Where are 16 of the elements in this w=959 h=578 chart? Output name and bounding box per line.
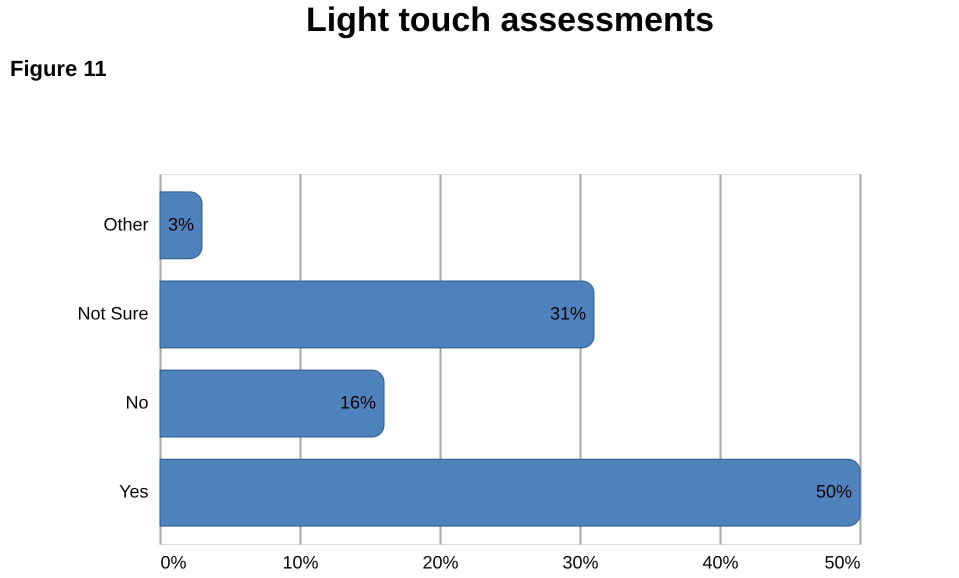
data-label: 50% [816,482,852,502]
x-tick-label: 0% [160,552,187,572]
data-label: 3% [168,214,194,234]
x-tick-label: 10% [282,552,319,572]
y-tick-label: Yes [119,482,148,502]
x-tick-label: 30% [562,552,599,572]
y-tick-label: No [125,392,148,413]
x-tick-label: 20% [422,552,459,572]
data-label: 31% [550,303,586,324]
data-label: 16% [340,392,376,413]
x-tick-label: 50% [824,552,860,572]
x-tick-label: 40% [702,552,739,572]
chart-title: Light touch assessments [306,1,714,39]
caption: Figure 11 [10,56,107,81]
y-tick-label: Other [103,214,148,234]
y-tick-label: Not Sure [77,303,148,324]
